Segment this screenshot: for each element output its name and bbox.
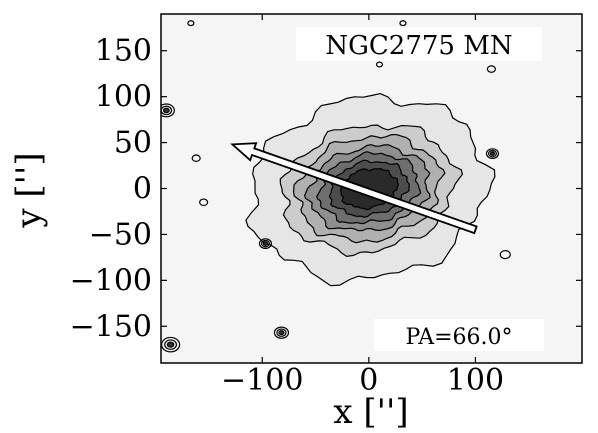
point-source-ring <box>489 151 496 156</box>
x-tick-label: 0 <box>359 363 378 398</box>
point-source-ring <box>164 339 178 350</box>
point-source-ring <box>161 103 175 118</box>
x-tick-label: 100 <box>447 363 504 398</box>
x-tick-label: −100 <box>221 363 303 398</box>
annotation-box <box>374 319 544 351</box>
point-source-ring <box>162 107 170 114</box>
point-source <box>499 250 511 260</box>
point-source-ring <box>187 20 195 27</box>
point-source-ring <box>499 250 511 260</box>
point-source <box>199 198 209 207</box>
point-source-ring <box>258 238 273 250</box>
point-source-ring <box>375 61 384 68</box>
position-angle-arrow <box>230 142 478 235</box>
point-source <box>486 65 497 73</box>
point-source-ring <box>191 154 201 162</box>
y-tick-label: −150 <box>70 309 152 344</box>
y-tick-label: 0 <box>133 172 152 207</box>
y-tick-label: −50 <box>89 217 152 252</box>
title-box <box>296 27 542 61</box>
point-source <box>258 238 273 250</box>
y-tick-label: −100 <box>70 263 152 298</box>
point-source-ring <box>166 341 175 348</box>
point-source-ring <box>278 330 285 336</box>
pa-annotation: PA=66.0° <box>405 325 512 350</box>
point-source-ring <box>273 326 290 339</box>
point-source-ring <box>276 328 287 337</box>
point-source <box>273 326 290 339</box>
point-source-ring <box>485 148 500 160</box>
point-source <box>191 154 201 162</box>
point-source <box>485 148 500 160</box>
point-source-ring <box>260 239 270 248</box>
point-source-ring <box>399 20 407 27</box>
point-source <box>399 20 407 27</box>
y-axis-label: y [''] <box>9 152 49 228</box>
y-tick-label: 100 <box>95 80 152 115</box>
point-source-ring <box>487 149 497 158</box>
point-source-ring <box>486 65 497 73</box>
y-tick-label: 50 <box>114 126 152 161</box>
axis-ticks: −100 0 100 150 100 50 0 −50 −100 −150 <box>70 14 582 398</box>
chart-title: NGC2775 MN <box>325 31 512 61</box>
point-source <box>187 20 195 27</box>
point-source <box>375 61 384 68</box>
y-tick-label: 150 <box>95 34 152 69</box>
point-source-ring <box>199 198 209 207</box>
pa-arrow <box>230 142 478 235</box>
x-axis-label: x [''] <box>333 392 408 432</box>
point-source-ring <box>262 241 269 246</box>
point-source <box>161 336 181 353</box>
